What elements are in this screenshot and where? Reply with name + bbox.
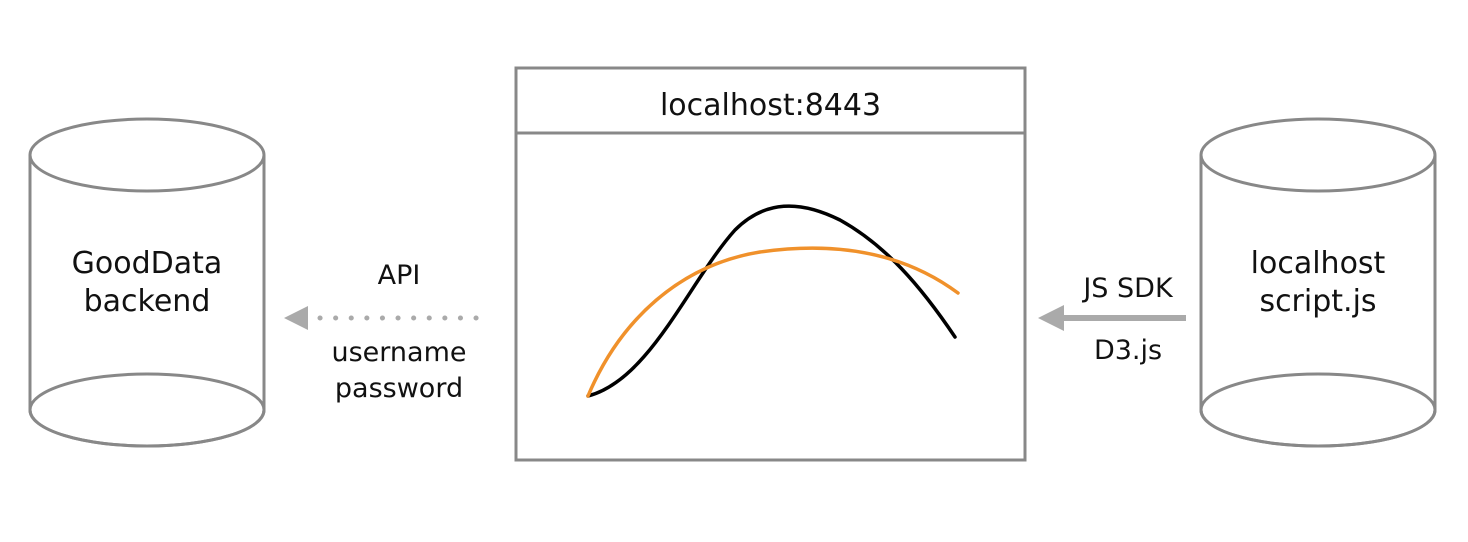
left-database-cylinder — [28, 117, 266, 448]
sdk-label: JS SDK — [1048, 271, 1208, 307]
d3-label: D3.js — [1048, 333, 1208, 369]
left-database-label-line1: GoodData — [71, 246, 223, 281]
left-database-label: GoodData backend — [47, 245, 247, 321]
right-cylinder-bottom-rim — [1199, 372, 1437, 448]
right-database-label: localhost script.js — [1218, 245, 1418, 321]
left-database-label-line2: backend — [83, 284, 211, 319]
api-dotted-arrow — [284, 306, 489, 330]
sdk-solid-arrow — [1038, 305, 1186, 331]
api-arrow-head — [284, 306, 308, 330]
d3-label-text: D3.js — [1093, 335, 1163, 366]
browser-frame — [514, 66, 1027, 462]
left-cylinder-bottom-rim — [28, 372, 266, 448]
credentials-username: username — [331, 337, 467, 368]
browser-title: localhost:8443 — [516, 87, 1025, 125]
api-label-text: API — [377, 260, 421, 291]
right-database-label-line1: localhost — [1250, 246, 1386, 281]
left-cylinder-top — [28, 117, 266, 193]
chart-curve-black — [586, 204, 957, 398]
chart-curve-orange — [586, 246, 960, 398]
right-database-cylinder — [1199, 117, 1437, 448]
api-label: API — [319, 258, 479, 294]
browser-window — [514, 66, 1027, 462]
browser-title-text: localhost:8443 — [659, 88, 882, 123]
right-database-label-line2: script.js — [1259, 284, 1377, 319]
sdk-label-text: JS SDK — [1083, 273, 1173, 304]
sdk-arrow-head — [1038, 305, 1064, 331]
credentials-label: username password — [319, 335, 479, 407]
right-cylinder-top — [1199, 117, 1437, 193]
credentials-password: password — [334, 373, 464, 404]
